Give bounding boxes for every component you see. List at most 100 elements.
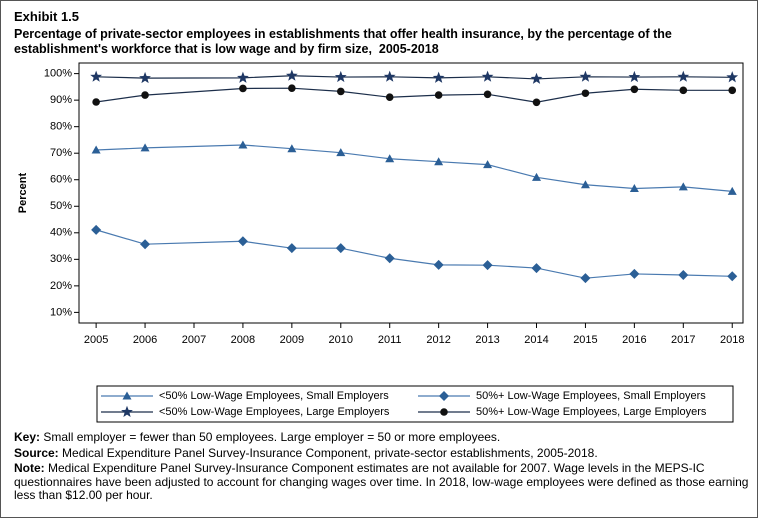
note: Note: Medical Expenditure Panel Survey-I… (14, 461, 749, 503)
x-tick-label: 2011 (378, 334, 402, 346)
data-point (580, 180, 590, 189)
data-point (385, 154, 395, 163)
data-point (239, 84, 247, 93)
data-point (581, 89, 590, 98)
y-tick-label: 50% (50, 200, 72, 212)
data-point (434, 157, 444, 166)
data-point (336, 148, 346, 157)
y-tick-label: 60% (50, 174, 72, 186)
legend-label: <50% Low-Wage Employees, Small Employers (159, 390, 389, 402)
chart: Percent 10% 20% 30% 40% 50% 60% 70% 80% 90% 100% 2… (17, 62, 744, 423)
legend-frame (96, 385, 734, 423)
x-tick-label: 2012 (426, 334, 450, 346)
note-label: Source: (14, 445, 59, 460)
y-tick-label: 100% (44, 68, 72, 80)
data-point (385, 93, 394, 102)
series-line (95, 229, 733, 279)
data-point (237, 71, 249, 83)
data-point (434, 91, 443, 99)
data-point (728, 86, 737, 95)
data-point (679, 86, 688, 95)
data-point (432, 71, 445, 83)
data-point (237, 236, 248, 247)
y-axis-label: Percent (17, 172, 29, 213)
data-point (91, 145, 101, 154)
data-point (531, 263, 542, 274)
data-point (678, 269, 689, 280)
data-point (139, 71, 151, 84)
y-tick-label: 10% (50, 306, 72, 318)
legend-label: 50%+ Low-Wage Employees, Large Employers (476, 406, 707, 418)
data-point (287, 144, 297, 153)
legend-label: 50%+ Low-Wage Employees, Small Employers (476, 390, 706, 402)
note: Key: Small employer = fewer than 50 empl… (14, 430, 749, 445)
x-tick-label: 2014 (524, 334, 548, 346)
data-point (384, 253, 395, 264)
x-tick-label: 2008 (231, 334, 255, 346)
chart-title: Percentage of private-sector employees i… (14, 27, 676, 56)
data-point (530, 72, 543, 84)
data-point (433, 259, 444, 270)
x-tick-label: 2018 (720, 334, 744, 346)
notes: Key: Small employer = fewer than 50 empl… (14, 430, 749, 505)
data-point (383, 70, 396, 82)
x-tick-label: 2005 (84, 334, 108, 346)
data-point (677, 70, 690, 82)
note-text: Small employer = fewer than 50 employees… (43, 430, 501, 444)
x-tick-label: 2015 (573, 334, 597, 346)
note-label: Key: (14, 430, 41, 444)
exhibit-label: Exhibit 1.5 (14, 9, 80, 24)
x-tick-label: 2009 (280, 334, 304, 346)
legend-marker (122, 391, 132, 400)
legend-marker (121, 405, 133, 418)
data-point (336, 87, 345, 96)
note-text: Medical Expenditure Panel Survey-Insuran… (62, 445, 598, 460)
note-label: Note: (14, 461, 45, 475)
plot-frame (78, 62, 744, 324)
note-text: Medical Expenditure Panel Survey-Insuran… (14, 461, 749, 502)
data-point (532, 98, 541, 107)
x-tick-label: 2010 (329, 334, 353, 346)
data-point (628, 70, 641, 83)
series-line (96, 144, 733, 193)
y-tick-label: 30% (50, 253, 72, 265)
data-point (727, 186, 737, 195)
data-point (334, 70, 347, 83)
data-point (532, 172, 542, 181)
x-tick-label: 2006 (133, 334, 157, 346)
data-point (238, 140, 248, 149)
legend-label: <50% Low-Wage Employees, Large Employers (159, 406, 390, 418)
data-point (141, 91, 149, 99)
data-point (580, 273, 591, 284)
x-tick-label: 2013 (475, 334, 499, 346)
data-point (482, 260, 493, 271)
legend-marker (439, 391, 449, 401)
x-tick-label: 2007 (182, 334, 206, 346)
data-point (335, 243, 346, 254)
data-point (579, 70, 592, 82)
data-point (288, 84, 296, 93)
data-point (629, 268, 640, 279)
data-point (629, 183, 639, 192)
data-point (286, 243, 297, 254)
data-point (92, 98, 100, 106)
data-point (140, 143, 150, 152)
data-point (483, 90, 492, 99)
data-point (630, 85, 639, 94)
y-tick-label: 70% (50, 147, 72, 159)
x-tick-label: 2016 (622, 334, 646, 346)
y-tick-label: 90% (50, 94, 72, 106)
data-point (285, 69, 298, 81)
y-tick-label: 20% (50, 280, 72, 292)
data-point (90, 70, 103, 82)
data-point (727, 271, 738, 282)
data-point (140, 239, 151, 250)
legend-marker (440, 408, 448, 416)
data-point (481, 70, 494, 82)
data-point (483, 160, 493, 169)
x-tick-label: 2017 (671, 334, 695, 346)
data-point (678, 182, 688, 191)
y-tick-label: 40% (50, 227, 72, 239)
data-point (91, 224, 102, 235)
